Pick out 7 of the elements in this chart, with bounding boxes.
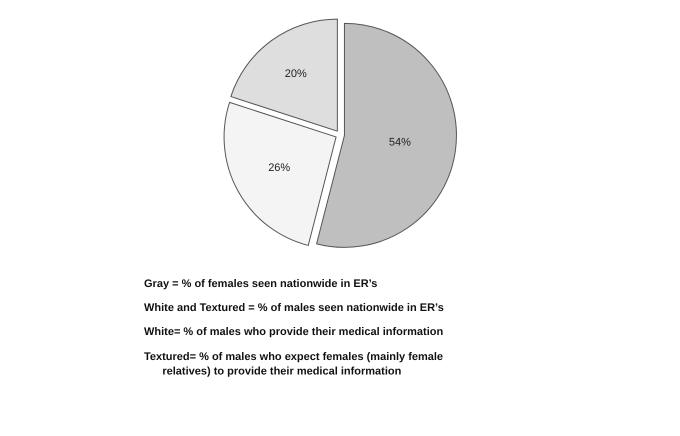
data-label: 54%	[388, 136, 412, 148]
text: Textured= % of males who expect females (mainly female relatives) to provide their medical information	[144, 351, 444, 378]
text: White= % of males who provide their medical information	[144, 326, 444, 338]
text: Gray = % of females seen nationwide in ER’s	[144, 278, 378, 290]
data-label: 20%	[284, 68, 308, 80]
data-label: 26%	[268, 162, 290, 174]
text: White and Textured = % of males seen nationwide in ER’s	[144, 302, 444, 314]
